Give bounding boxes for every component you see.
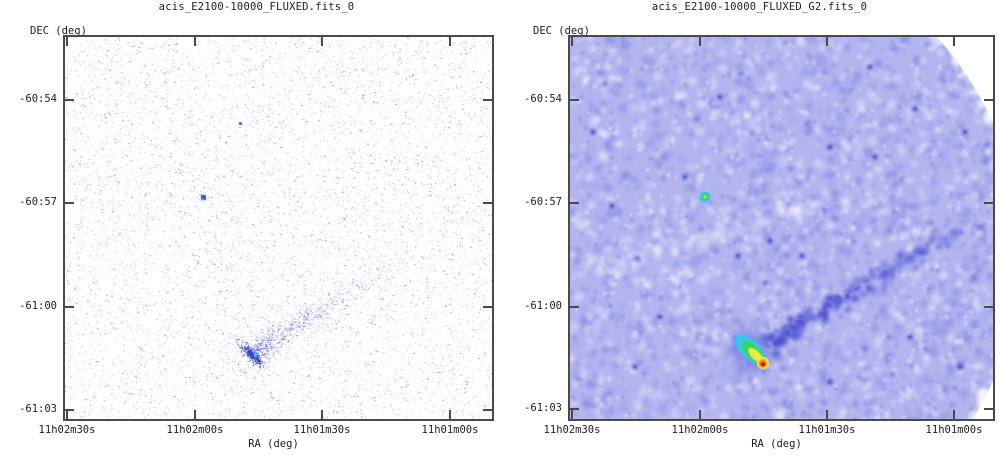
y-tick-label: -60:57 [524, 196, 562, 208]
y-axis-title: DEC (deg) [533, 25, 590, 37]
x-axis-tick [321, 410, 323, 419]
y-axis-tick [570, 408, 579, 410]
x-axis-tick [953, 37, 955, 46]
x-axis-tick [826, 37, 828, 46]
panel-title: acis_E2100-10000_FLUXED.fits_0 [158, 1, 355, 13]
y-axis-tick [984, 202, 993, 204]
x-axis-tick [66, 37, 68, 46]
x-axis-tick [449, 410, 451, 419]
panel-title: acis_E2100-10000_FLUXED_G2.fits_0 [651, 1, 868, 13]
x-axis-tick [699, 410, 701, 419]
y-tick-label: -60:54 [524, 93, 562, 105]
x-axis-tick [66, 410, 68, 419]
x-tick-label: 11h02m30s [543, 424, 601, 436]
x-tick-label: 11h01m00s [925, 424, 983, 436]
y-axis-tick [984, 306, 993, 308]
y-axis-tick [65, 202, 74, 204]
y-axis-tick [483, 409, 492, 411]
y-axis-tick [483, 99, 492, 101]
y-axis-title: DEC (deg) [30, 25, 87, 37]
x-axis-tick [571, 37, 573, 46]
x-axis-tick [194, 37, 196, 46]
y-tick-label: -60:57 [19, 196, 57, 208]
y-tick-label: -60:54 [19, 93, 57, 105]
y-tick-label: -61:00 [19, 300, 57, 312]
y-tick-label: -61:03 [524, 402, 562, 414]
x-tick-label: 11h02m00s [166, 424, 224, 436]
x-tick-label: 11h01m30s [798, 424, 856, 436]
y-axis-tick [65, 409, 74, 411]
image-plot-smoothed [568, 35, 995, 421]
y-axis-tick [483, 202, 492, 204]
x-axis-title: RA (deg) [248, 438, 299, 450]
x-tick-label: 11h02m30s [38, 424, 96, 436]
y-axis-tick [65, 99, 74, 101]
x-axis-tick [571, 410, 573, 419]
y-tick-label: -61:00 [524, 300, 562, 312]
y-axis-tick [570, 202, 579, 204]
x-axis-title: RA (deg) [751, 438, 802, 450]
x-axis-tick [953, 410, 955, 419]
image-plot-left [63, 35, 494, 421]
y-axis-tick [984, 408, 993, 410]
y-tick-label: -61:03 [19, 403, 57, 415]
fits-image-canvas-smoothed [570, 37, 993, 419]
y-axis-tick [570, 99, 579, 101]
x-axis-tick [449, 37, 451, 46]
x-axis-tick [194, 410, 196, 419]
x-axis-tick [321, 37, 323, 46]
y-axis-tick [483, 306, 492, 308]
y-axis-tick [570, 306, 579, 308]
x-axis-tick [826, 410, 828, 419]
x-tick-label: 11h01m00s [421, 424, 479, 436]
y-axis-tick [984, 99, 993, 101]
y-axis-tick [65, 306, 74, 308]
x-tick-label: 11h01m30s [293, 424, 351, 436]
fits-image-canvas-raw [65, 37, 492, 419]
x-tick-label: 11h02m00s [671, 424, 729, 436]
x-axis-tick [699, 37, 701, 46]
